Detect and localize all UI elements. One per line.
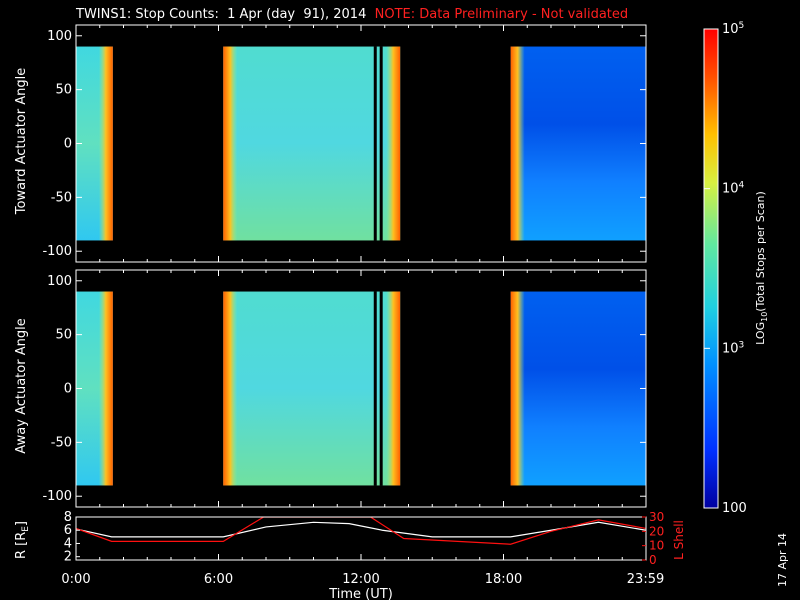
- colorbar-tick-label: 104: [722, 181, 745, 197]
- colorbar: 100 103 104 105: [703, 21, 747, 516]
- black-line: [373, 46, 377, 241]
- lshell-tick-label: 0: [649, 553, 657, 567]
- toward-axis-label: Toward Actuator Angle: [14, 68, 29, 215]
- block-edge-left: [510, 46, 525, 241]
- block-edge-right: [386, 46, 401, 241]
- y-tick-label: 0: [64, 382, 72, 397]
- lshell-tick-label: 10: [649, 539, 664, 553]
- y-tick-label: -50: [51, 190, 72, 205]
- block-edge-right: [386, 291, 401, 486]
- y-tick-label: -100: [42, 244, 72, 259]
- time-axis-label: Time (UT): [328, 587, 393, 600]
- block-edge-left: [223, 291, 238, 486]
- black-line: [379, 46, 383, 241]
- colorbar-tick-label: 103: [722, 340, 744, 356]
- toward-panel: 100 50 0 -50 -100: [42, 24, 647, 263]
- x-tick-label: 12:00: [342, 572, 379, 587]
- x-tick-label: 6:00: [204, 572, 233, 587]
- away-panel: 100 50 0 -50 -100: [42, 269, 647, 508]
- x-tick-label: 23:59: [627, 572, 664, 587]
- x-tick-label: 18:00: [485, 572, 522, 587]
- data-block-2: [223, 291, 401, 486]
- black-line: [373, 291, 377, 486]
- r-tick-label: 6: [64, 523, 72, 538]
- r-tick-label: 2: [64, 550, 72, 565]
- chart-title: TWINS1: Stop Counts: 1 Apr (day 91), 201…: [76, 7, 628, 22]
- data-block-3: [510, 46, 646, 241]
- title-note: NOTE: Data Preliminary - Not validated: [374, 7, 629, 22]
- lshell-tick-label: 20: [649, 524, 664, 538]
- y-tick-label: 100: [47, 29, 72, 44]
- lshell-tick-label: 30: [649, 510, 664, 524]
- y-tick-label: -50: [51, 435, 72, 450]
- title-main: TWINS1: Stop Counts: 1 Apr (day 91), 201…: [76, 7, 367, 22]
- y-tick-label: 50: [55, 83, 72, 98]
- side-date: 17 Apr 14: [776, 533, 789, 587]
- y-tick-label: -100: [42, 489, 72, 504]
- away-axis-label: Away Actuator Angle: [14, 318, 29, 453]
- colorbar-label: LOG10(Total Stops per Scan): [754, 191, 769, 345]
- lshell-axis-label: L Shell: [672, 520, 686, 560]
- y-tick-label: 50: [55, 328, 72, 343]
- lshell-series-line: [76, 517, 646, 545]
- r-axis-label: R [RE]: [14, 521, 31, 559]
- r-tick-label: 8: [64, 510, 72, 525]
- x-tick-label: 0:00: [61, 572, 90, 587]
- block-edge-left: [510, 291, 525, 486]
- y-tick-label: 100: [47, 274, 72, 289]
- y-tick-label: 0: [64, 137, 72, 152]
- black-line: [379, 291, 383, 486]
- r-tick-label: 4: [64, 536, 72, 551]
- data-block-2: [223, 46, 401, 241]
- block-edge-right: [98, 291, 113, 486]
- block-edge-left: [223, 46, 238, 241]
- data-block-3: [510, 291, 646, 486]
- colorbar-tick-label: 105: [722, 21, 744, 37]
- block-edge-right: [98, 46, 113, 241]
- colorbar-gradient: [703, 28, 719, 509]
- colorbar-tick-label: 100: [722, 501, 747, 516]
- orbit-frame: [75, 516, 647, 561]
